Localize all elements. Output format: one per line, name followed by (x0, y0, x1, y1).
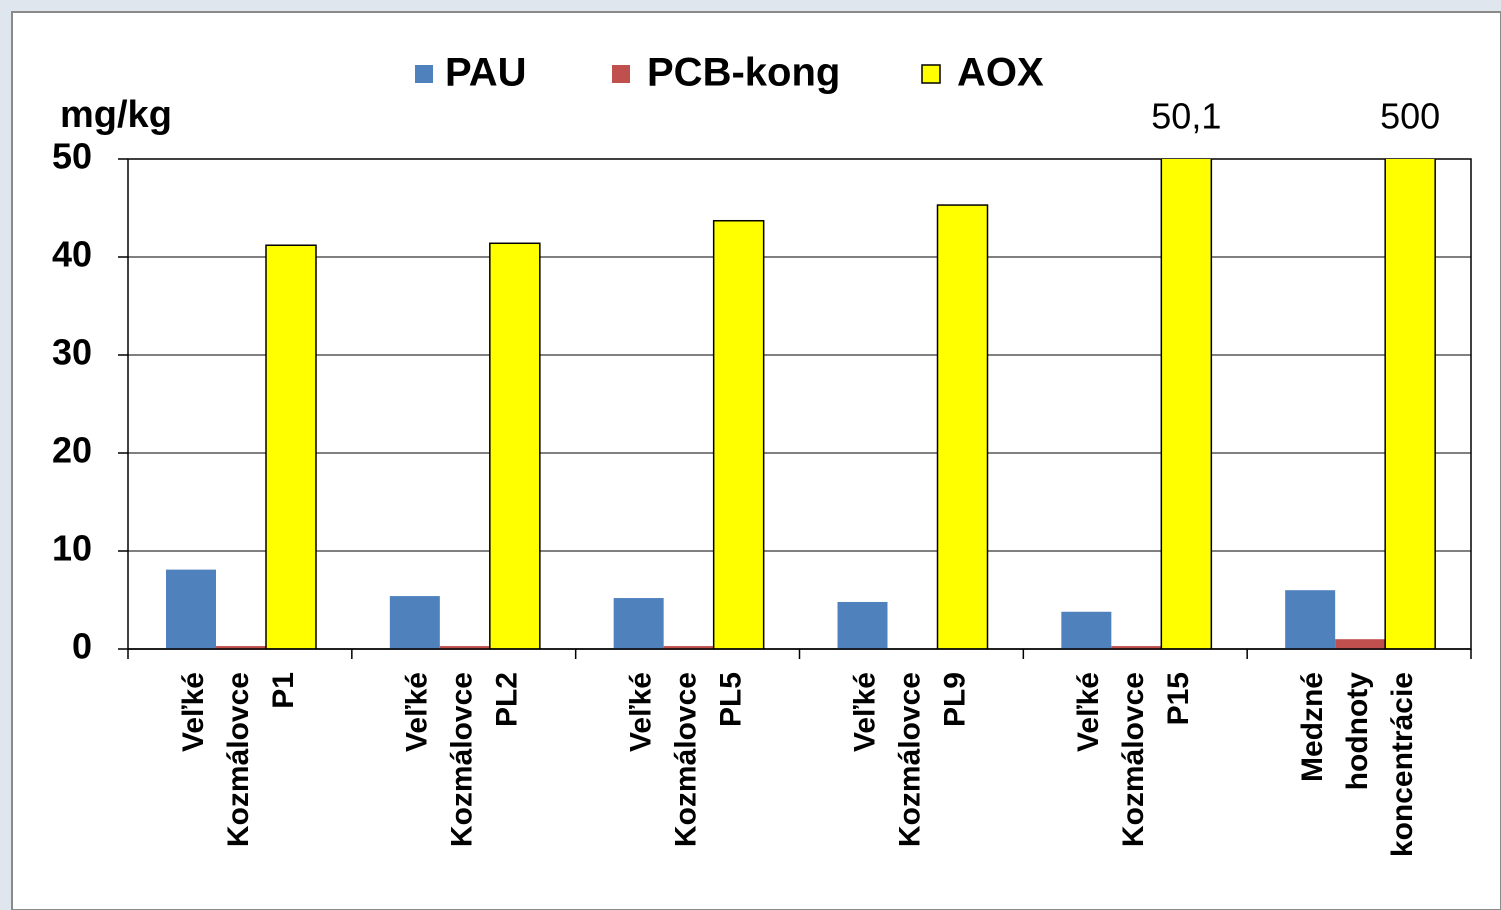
x-tick-label: Veľké (848, 672, 881, 752)
bar (439, 646, 490, 649)
y-tick-label: 30 (52, 332, 92, 373)
x-tick-label: Kozmálovce (670, 672, 703, 847)
x-tick-label: P15 (1162, 672, 1195, 725)
bar (489, 242, 541, 649)
bar (1335, 639, 1386, 649)
x-tick-label: Kozmálovce (446, 672, 479, 847)
x-tick-label: Veľké (1072, 672, 1105, 752)
bars (166, 159, 1436, 649)
bar (712, 219, 765, 649)
data-label: 50,1 (1151, 96, 1221, 137)
bar (663, 646, 714, 649)
bar (613, 598, 664, 649)
x-tick-label: Veľké (401, 672, 434, 752)
bar (216, 646, 266, 649)
x-tick-label: Veľké (177, 672, 210, 752)
bar (1160, 159, 1213, 649)
x-tick-label: koncentrácie (1386, 672, 1419, 857)
y-axis-label: mg/kg (60, 94, 172, 136)
bar (166, 569, 216, 649)
bar (936, 204, 989, 649)
bar (1384, 159, 1436, 649)
legend-label: PAU (445, 51, 526, 95)
legend-swatch (921, 64, 941, 84)
x-tick-label: Kozmálovce (1117, 672, 1150, 847)
x-tick-label: Veľké (625, 672, 658, 752)
data-label: 500 (1380, 96, 1440, 137)
x-tick-label: Kozmálovce (893, 672, 926, 847)
y-tick-label: 10 (52, 528, 92, 569)
bar (1285, 590, 1336, 649)
x-tick-label: PL5 (715, 672, 748, 727)
x-tick-label: PL9 (938, 672, 971, 727)
plot-area (127, 158, 1472, 650)
legend-swatch (612, 65, 630, 83)
legend-label: PCB-kong (647, 51, 840, 95)
x-tick-label: Kozmálovce (222, 672, 255, 847)
x-tick-label: PL2 (491, 672, 524, 727)
x-tick-label: Medzné (1296, 672, 1329, 782)
y-tick-label: 40 (52, 234, 92, 275)
legend-label: AOX (957, 51, 1044, 95)
x-tick-label: P1 (267, 672, 300, 709)
y-tick-label: 20 (52, 430, 92, 471)
y-tick-label: 0 (72, 626, 92, 667)
bar (1061, 611, 1112, 649)
bar (837, 601, 888, 649)
x-tick-label: hodnoty (1341, 672, 1374, 791)
bar (265, 244, 317, 649)
y-tick-label: 50 (52, 136, 92, 177)
bar (1111, 646, 1162, 649)
bar (389, 596, 440, 649)
legend-swatch (415, 65, 433, 83)
